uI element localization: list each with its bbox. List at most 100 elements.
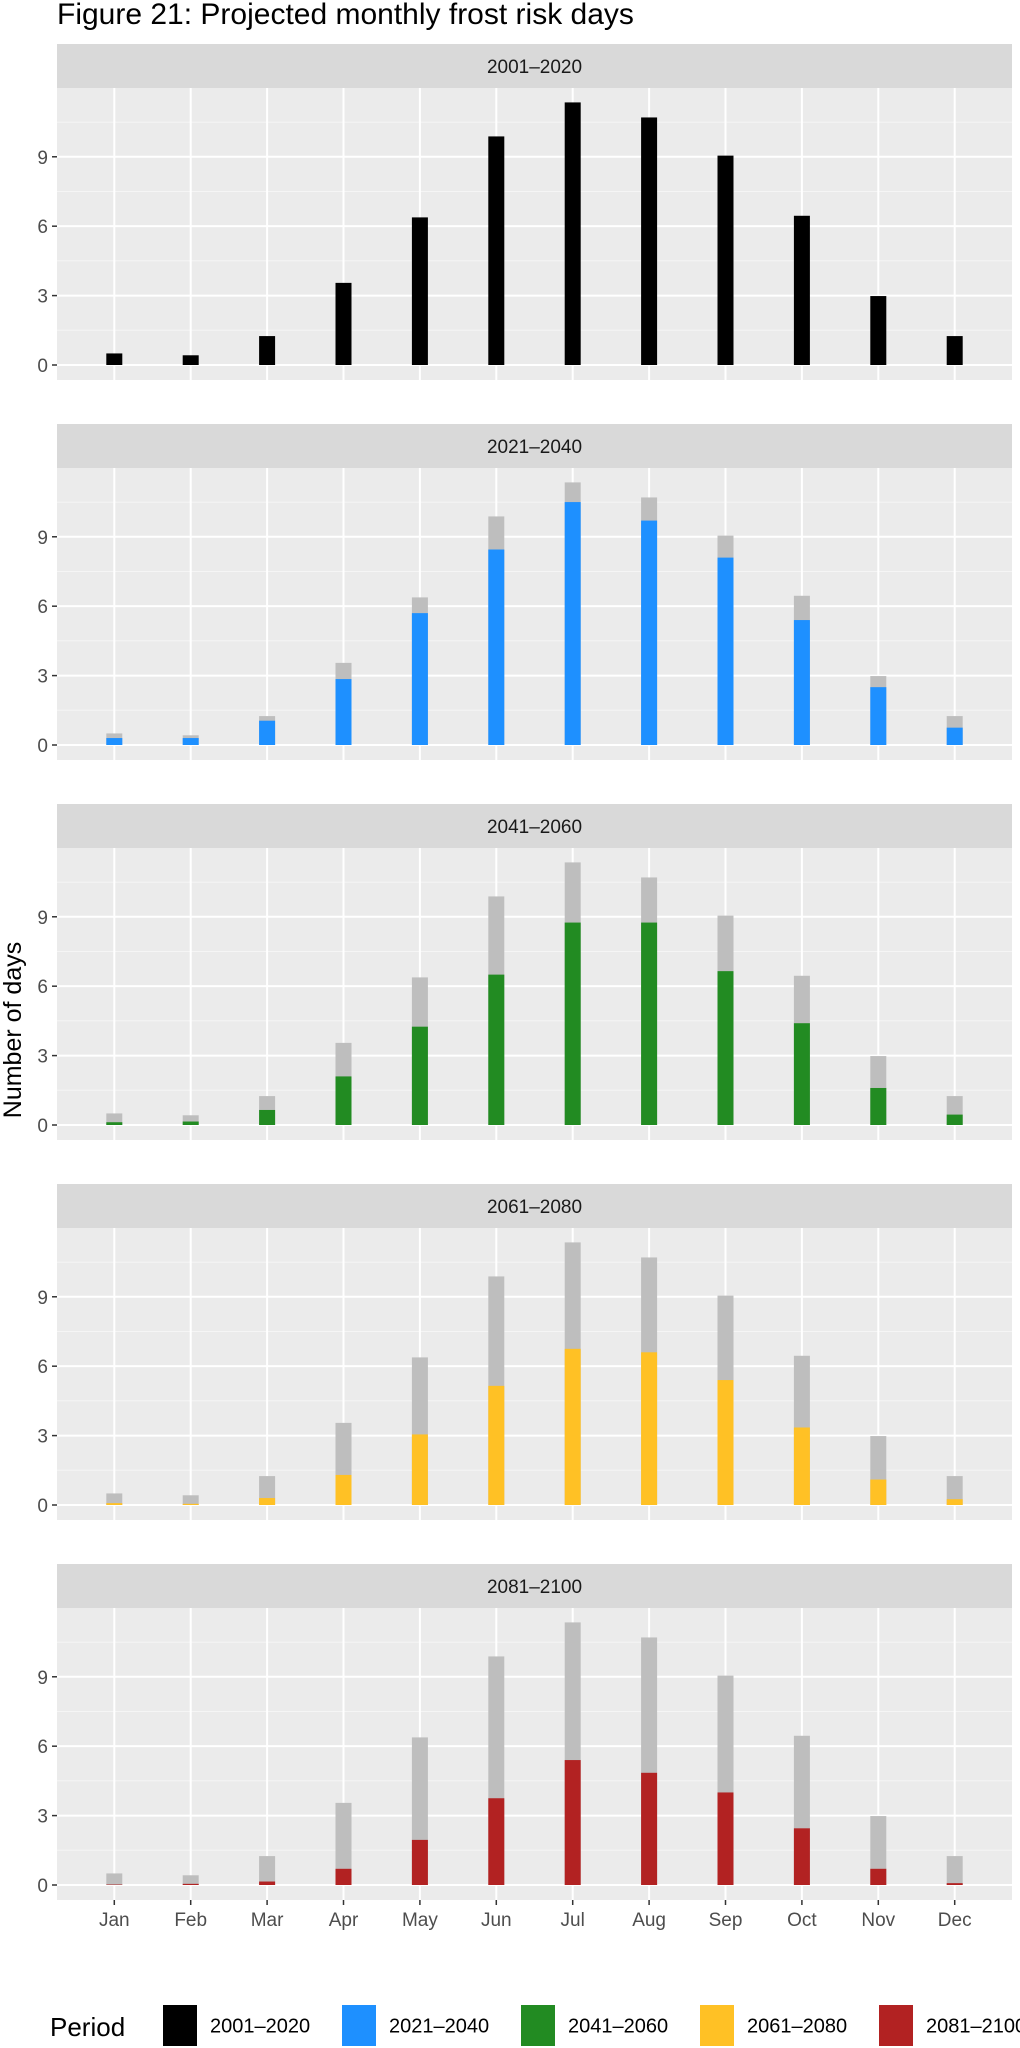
x-tick-label: Nov [861,1910,895,1931]
baseline-bar [106,1113,123,1125]
baseline-bar [335,1802,352,1885]
x-tick-label: Sep [709,1910,743,1931]
y-tick-label: 0 [37,356,48,377]
data-bar [488,1385,505,1505]
legend-item: 2081–2100 [879,2005,1020,2046]
data-bar [106,1122,123,1125]
legend-label: 2041–2060 [568,2016,668,2038]
y-tick-label: 9 [37,1288,48,1309]
legend: Period 2001–2020 2021–2040 2041–2060 2061–2… [50,2005,1020,2046]
panel-background [57,468,1012,760]
data-bar [106,1503,123,1505]
panel-background [57,848,1012,1140]
y-tick-label: 6 [37,977,48,998]
facet-strip-label: 2021–2040 [487,437,582,458]
legend-label: 2061–2080 [747,2016,847,2038]
legend-item: 2041–2060 [521,2005,668,2046]
y-axis-label: Number of days [0,942,27,1118]
data-bar [717,971,734,1125]
data-bar [717,1792,734,1885]
x-tick-label: Jan [99,1910,130,1931]
data-bar [641,117,658,365]
facet-strip [57,424,1012,468]
panel-background [57,1228,1012,1520]
legend-label: 2081–2100 [926,2016,1020,2038]
facet-strip [57,1184,1012,1228]
data-bar [564,922,581,1125]
x-tick-label: Jun [481,1910,512,1931]
data-bar [870,296,887,365]
facet-panel: 2041–2060 0 3 6 9 [37,804,1012,1140]
legend-key [163,2005,197,2046]
data-bar [870,1087,887,1125]
legend-key [521,2005,555,2046]
facet-strip-label: 2061–2080 [487,1197,582,1218]
chart-title: Figure 21: Projected monthly frost risk … [57,0,634,31]
facet-strip [57,44,1012,88]
data-bar [259,336,276,365]
baseline-bar [182,1115,199,1125]
facet-strip [57,1564,1012,1608]
data-bar [335,1868,352,1885]
baseline-bar [106,1493,123,1505]
y-tick-label: 0 [37,1876,48,1897]
x-tick-label: Apr [329,1910,359,1931]
y-tick-label: 0 [37,1116,48,1137]
x-tick-label: Mar [251,1910,284,1931]
data-bar [793,1023,810,1125]
data-bar [411,1026,428,1125]
data-bar [641,922,658,1125]
legend-key [700,2005,734,2046]
y-tick-label: 6 [37,597,48,618]
data-bar [182,355,199,365]
data-bar [564,1760,581,1885]
data-bar [717,155,734,365]
legend-item: 2021–2040 [342,2005,489,2046]
data-bar [946,336,963,365]
y-tick-label: 9 [37,528,48,549]
data-bar [335,282,352,365]
facet-panel: 2001–2020 0 3 6 9 [37,44,1012,380]
legend-key [342,2005,376,2046]
y-tick-label: 3 [37,287,48,308]
data-bar [182,1883,199,1885]
data-bar [793,620,810,745]
baseline-bar [259,1856,276,1885]
y-tick-label: 3 [37,1427,48,1448]
data-bar [335,679,352,745]
data-bar [946,1114,963,1125]
data-bar [793,215,810,365]
y-tick-label: 3 [37,1047,48,1068]
data-bar [182,738,199,745]
baseline-bar [946,1856,963,1885]
data-bar [488,974,505,1125]
x-tick-label: Oct [787,1910,817,1931]
legend-title: Period [50,2012,125,2042]
data-bar [946,727,963,745]
data-bar [717,557,734,745]
facet-panel: 2021–2040 0 3 6 9 [37,424,1012,760]
baseline-bar [870,1816,887,1885]
data-bar [793,1427,810,1505]
data-bar [870,1868,887,1885]
data-bar [106,738,123,745]
facet-panels: 2001–202003692021–204003692041–206003692… [37,44,1012,1900]
data-bar [259,1109,276,1125]
legend-label: 2021–2040 [389,2016,489,2038]
data-bar [411,1434,428,1505]
legend-item: 2061–2080 [700,2005,847,2046]
data-bar [411,217,428,365]
data-bar [641,1352,658,1505]
data-bar [946,1883,963,1885]
baseline-bar [106,1873,123,1885]
data-bar [259,1498,276,1505]
data-bar [335,1076,352,1125]
x-tick-label: Jul [561,1910,585,1931]
data-bar [411,1839,428,1885]
baseline-bar [946,1476,963,1505]
data-bar [564,502,581,745]
y-tick-label: 0 [37,736,48,757]
data-bar [411,613,428,745]
data-bar [870,1479,887,1505]
y-tick-label: 3 [37,1807,48,1828]
